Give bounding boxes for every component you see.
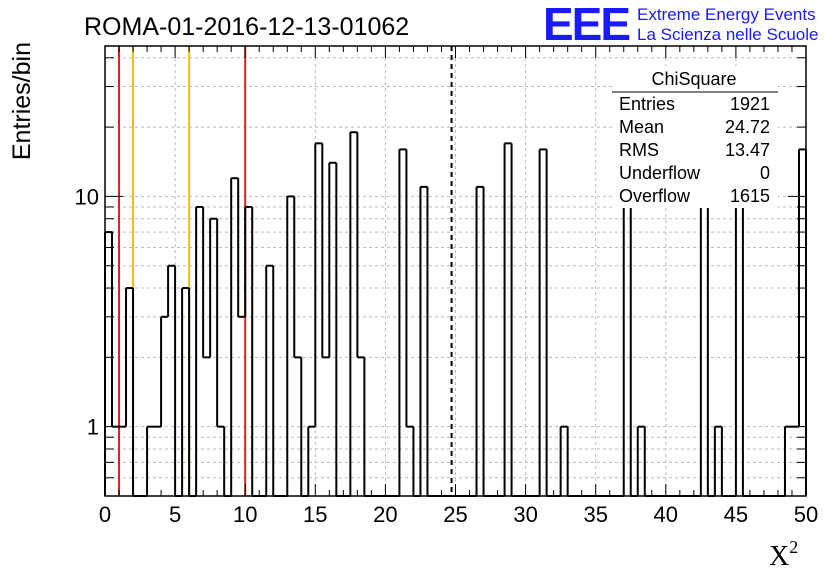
x-tick-label: 45 — [724, 502, 748, 527]
stats-row-value: 24.72 — [725, 117, 770, 137]
stats-row-value: 1921 — [730, 94, 770, 114]
eee-logo-line1: Extreme Energy Events — [637, 5, 816, 24]
x-tick-label: 35 — [583, 502, 607, 527]
x-tick-label: 40 — [654, 502, 678, 527]
x-tick-label: 5 — [169, 502, 181, 527]
y-axis-label: Entries/bin — [8, 42, 36, 160]
stats-row-label: Underflow — [619, 163, 701, 183]
x-axis-ticks: 0 5 10 15 20 25 30 35 40 45 50 — [99, 46, 818, 527]
x-tick-label: 20 — [373, 502, 397, 527]
x-axis-label: X2 — [769, 537, 798, 572]
stats-row-value: 13.47 — [725, 140, 770, 160]
stats-row-label: Overflow — [619, 186, 691, 206]
stats-row-value: 0 — [760, 163, 770, 183]
x-tick-label: 30 — [513, 502, 537, 527]
x-tick-label: 50 — [794, 502, 818, 527]
eee-logo-mark: EEE — [543, 0, 629, 50]
y-axis-ticks: 1 10 — [75, 57, 806, 497]
x-tick-label: 15 — [303, 502, 327, 527]
y-tick-label: 1 — [87, 415, 99, 440]
stats-row-label: RMS — [619, 140, 659, 160]
stats-title: ChiSquare — [651, 69, 736, 89]
eee-logo: EEE Extreme Energy Events La Scienza nel… — [543, 0, 818, 50]
stats-rows: Entries 1921 Mean 24.72 RMS 13.47 Underflow 0 Ov… — [619, 94, 770, 206]
stats-box: ChiSquare Entries 1921 Mean 24.72 RMS 13.47 Un… — [612, 66, 778, 208]
x-tick-label: 0 — [99, 502, 111, 527]
eee-logo-line2: La Scienza nelle Scuole — [637, 25, 818, 44]
stats-row-label: Mean — [619, 117, 664, 137]
chart-title: ROMA-01-2016-12-13-01062 — [84, 13, 409, 41]
stats-box-background — [612, 66, 778, 208]
x-tick-label: 25 — [443, 502, 467, 527]
stats-row-label: Entries — [619, 94, 675, 114]
x-tick-label: 10 — [233, 502, 257, 527]
stats-row-value: 1615 — [730, 186, 770, 206]
y-tick-label: 10 — [75, 184, 99, 209]
